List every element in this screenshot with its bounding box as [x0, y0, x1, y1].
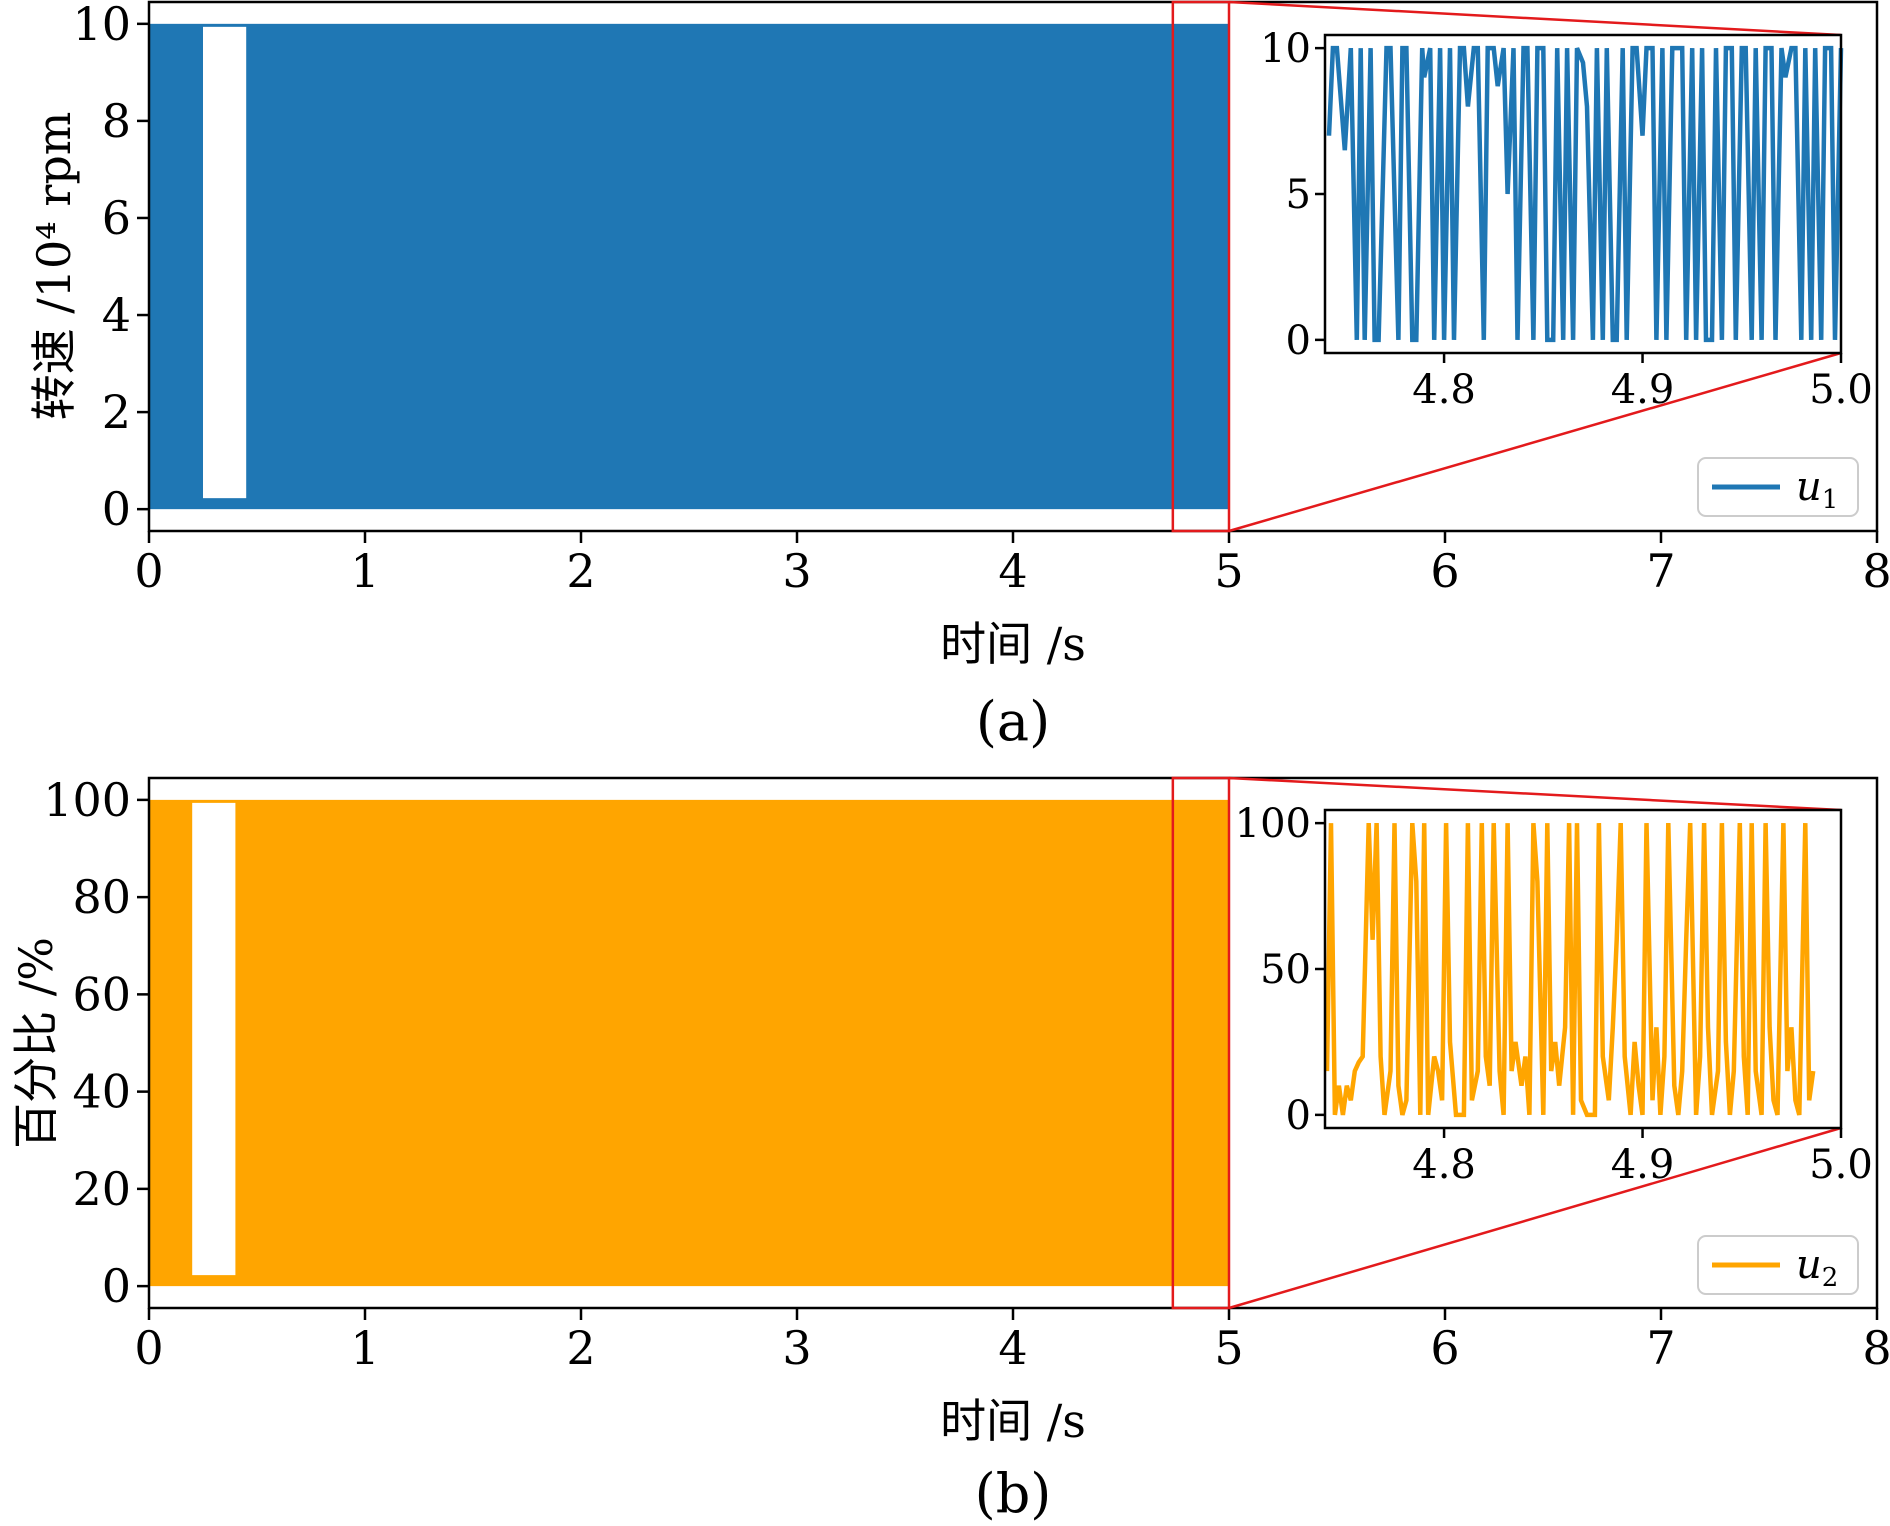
b-inset-ytick-label-2: 100 — [1235, 801, 1311, 847]
panel-a-x-ticks: 0 1 2 3 4 5 6 7 8 — [134, 531, 1890, 598]
panel-b-legend: u2 — [1697, 1235, 1859, 1295]
a-xtick-label-4: 4 — [998, 544, 1027, 598]
a-inset-xtick-label-1: 4.9 — [1611, 367, 1675, 413]
b-ytick-label-2: 40 — [72, 1065, 131, 1119]
panel-a-inset-y-ticks: 0 5 10 — [1260, 26, 1325, 364]
b-ytick-label-3: 60 — [72, 967, 131, 1021]
panel-a-x-axis-label: 时间 /s — [940, 617, 1086, 671]
a-xtick-label-3: 3 — [782, 544, 811, 598]
panel-b-inset: 4.8 4.9 5.0 0 50 100 — [1235, 801, 1873, 1188]
panel-a-zoom-box — [1171, 0, 1231, 533]
panel-a-zoom-indicator — [1171, 0, 1842, 533]
b-xtick-label-1: 1 — [350, 1321, 379, 1375]
b-inset-xtick-label-0: 4.8 — [1412, 1142, 1476, 1188]
b-xtick-label-2: 2 — [566, 1321, 595, 1375]
panel-a-caption: (a) — [976, 690, 1050, 753]
b-inset-ytick-label-0: 0 — [1286, 1093, 1311, 1139]
panel-b-zoom-box — [1171, 776, 1231, 1310]
panel-a-inset: 4.8 4.9 5.0 0 5 10 — [1260, 26, 1873, 413]
a-xtick-label-0: 0 — [134, 544, 163, 598]
b-xtick-label-0: 0 — [134, 1321, 163, 1375]
panel-b-inset-x-ticks: 4.8 4.9 5.0 — [1412, 1128, 1873, 1188]
u1-signal-gaps — [203, 26, 247, 499]
a-xtick-label-8: 8 — [1862, 544, 1890, 598]
panel-b-y-axis-label: 百分比 /% — [9, 937, 63, 1149]
a-xtick-label-2: 2 — [566, 544, 595, 598]
u2-gap-0 — [192, 802, 236, 1276]
u1-legend-label: u1 — [1796, 464, 1838, 515]
b-ytick-label-0: 0 — [102, 1259, 131, 1313]
a-inset-xtick-label-2: 5.0 — [1809, 367, 1873, 413]
panel-a-legend: u1 — [1697, 457, 1859, 517]
a-xtick-label-7: 7 — [1646, 544, 1675, 598]
b-ytick-label-4: 80 — [72, 870, 131, 924]
u1-zoom-line — [1326, 45, 1844, 343]
a-ytick-label-3: 6 — [102, 191, 131, 245]
u1-signal-band — [149, 23, 1229, 510]
u2-signal-gaps — [192, 802, 236, 1276]
panel-b-x-axis-label: 时间 /s — [940, 1394, 1086, 1448]
panel-b-zoom-indicator — [1171, 776, 1842, 1310]
a-xtick-label-6: 6 — [1430, 544, 1459, 598]
panel-a-zoom-connector-top — [1228, 0, 1842, 37]
panel-a-inset-x-ticks: 4.8 4.9 5.0 — [1412, 353, 1873, 413]
b-ytick-label-1: 20 — [72, 1162, 131, 1216]
panel-a-main-plot: 0 1 2 3 4 5 6 7 8 0 2 4 6 8 10 — [72, 0, 1890, 598]
panel-b-caption: (b) — [975, 1462, 1052, 1525]
a-inset-ytick-label-2: 10 — [1260, 26, 1311, 72]
a-ytick-label-5: 10 — [72, 0, 131, 51]
b-inset-ytick-label-1: 50 — [1260, 947, 1311, 993]
a-inset-ytick-label-1: 5 — [1286, 172, 1311, 218]
panel-b-zoom-connector-top — [1228, 776, 1842, 812]
b-inset-xtick-label-1: 4.9 — [1611, 1142, 1675, 1188]
b-xtick-label-5: 5 — [1214, 1321, 1243, 1375]
a-xtick-label-5: 5 — [1214, 544, 1243, 598]
u2-signal-band — [149, 799, 1229, 1287]
panel-b-zoom-connector-bottom — [1228, 1126, 1842, 1310]
b-inset-xtick-label-2: 5.0 — [1809, 1142, 1873, 1188]
b-xtick-label-6: 6 — [1430, 1321, 1459, 1375]
b-xtick-label-3: 3 — [782, 1321, 811, 1375]
a-xtick-label-1: 1 — [350, 544, 379, 598]
a-inset-xtick-label-0: 4.8 — [1412, 367, 1476, 413]
u2-zoom-line — [1324, 822, 1816, 1118]
a-ytick-label-0: 0 — [102, 482, 131, 536]
b-xtick-label-4: 4 — [998, 1321, 1027, 1375]
b-ytick-label-5: 100 — [43, 773, 131, 827]
a-inset-ytick-label-0: 0 — [1286, 318, 1311, 364]
panel-b-inset-y-ticks: 0 50 100 — [1235, 801, 1325, 1139]
panel-a-y-ticks: 0 2 4 6 8 10 — [72, 0, 149, 536]
a-ytick-label-4: 8 — [102, 94, 131, 148]
b-xtick-label-8: 8 — [1862, 1321, 1890, 1375]
panel-a-zoom-connector-bottom — [1228, 351, 1842, 533]
panel-a-y-axis-label: 转速 /10⁴ rpm — [27, 112, 81, 421]
a-ytick-label-2: 4 — [102, 288, 131, 342]
panel-b-y-ticks: 0 20 40 60 80 100 — [43, 773, 149, 1313]
u2-legend-label: u2 — [1796, 1242, 1838, 1293]
b-xtick-label-7: 7 — [1646, 1321, 1675, 1375]
a-ytick-label-1: 2 — [102, 385, 131, 439]
panel-b-x-ticks: 0 1 2 3 4 5 6 7 8 — [134, 1308, 1890, 1375]
panel-b-main-plot: 0 1 2 3 4 5 6 7 8 0 20 40 60 80 100 — [43, 773, 1890, 1375]
u1-gap-0 — [203, 26, 247, 499]
panel-a: 0 1 2 3 4 5 6 7 8 0 2 4 6 8 10 4.8 4.9 5.0 0 5 10 u1 时间 /… — [27, 0, 1890, 753]
